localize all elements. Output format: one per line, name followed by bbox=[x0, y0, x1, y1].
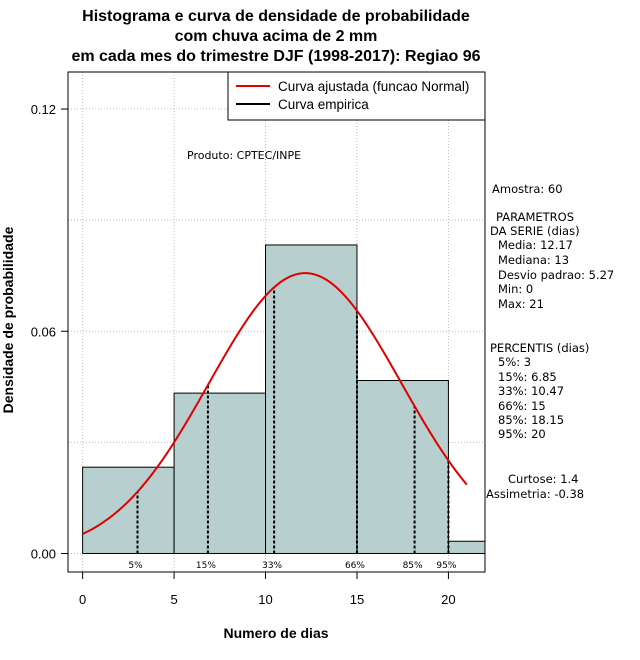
normal-fit-curve bbox=[82, 272, 468, 535]
stat-median: Mediana: 13 bbox=[498, 253, 569, 267]
percentile-label-5: 95% bbox=[436, 561, 456, 571]
histogram-bar-1 bbox=[173, 392, 267, 554]
legend: Curva ajustada (funcao Normal) Curva emp… bbox=[227, 71, 486, 121]
stat-mean: Media: 12.17 bbox=[498, 238, 573, 252]
y-tick-label-1: 0.06 bbox=[31, 324, 56, 339]
product-note: Produto: CPTEC/INPE bbox=[187, 149, 301, 162]
stat-params-heading: PARAMETROS bbox=[496, 210, 574, 224]
stat-p95: 95%: 20 bbox=[498, 427, 546, 441]
stat-p85: 85%: 18.15 bbox=[498, 413, 564, 427]
stat-params-heading-2: DA SERIE (dias) bbox=[490, 224, 580, 238]
x-tick-label-4: 20 bbox=[441, 592, 455, 607]
stat-skewness: Assimetria: -0.38 bbox=[486, 487, 584, 501]
percentile-label-2: 33% bbox=[262, 561, 282, 571]
stat-kurtosis: Curtose: 1.4 bbox=[508, 472, 578, 486]
percentile-label-0: 5% bbox=[128, 561, 143, 571]
chart-title-line-3: em cada mes do trimestre DJF (1998-2017)… bbox=[71, 48, 480, 65]
y-tick-label-0: 0.00 bbox=[31, 546, 56, 561]
y-axis: 0.00 0.06 0.12 bbox=[31, 102, 68, 561]
legend-box bbox=[227, 71, 486, 121]
percentile-lines bbox=[136, 287, 450, 554]
stat-sample-size: Amostra: 60 bbox=[492, 182, 563, 196]
x-axis: 0 5 10 15 20 bbox=[79, 572, 456, 607]
percentile-labels: 5% 15% 33% 66% 85% 95% bbox=[128, 561, 457, 571]
statistics-panel: Amostra: 60 PARAMETROS DA SERIE (dias) M… bbox=[486, 182, 614, 501]
percentile-label-4: 85% bbox=[403, 561, 423, 571]
histogram-bars bbox=[82, 244, 486, 554]
x-tick-label-2: 10 bbox=[258, 592, 272, 607]
percentile-label-1: 15% bbox=[196, 561, 216, 571]
histogram-bar-3 bbox=[356, 380, 449, 554]
x-tick-label-0: 0 bbox=[79, 592, 86, 607]
normal-curve-group bbox=[82, 272, 468, 535]
stat-p5: 5%: 3 bbox=[498, 355, 531, 369]
stat-p33: 33%: 10.47 bbox=[498, 384, 564, 398]
legend-label-fitted-curve: Curva ajustada (funcao Normal) bbox=[278, 79, 469, 94]
x-tick-label-3: 15 bbox=[350, 592, 364, 607]
histogram-bar-4 bbox=[447, 540, 486, 554]
stat-percentiles-heading: PERCENTIS (dias) bbox=[490, 341, 589, 355]
stat-std-dev: Desvio padrao: 5.27 bbox=[498, 268, 614, 282]
chart-title-line-2: com chuva acima de 2 mm bbox=[175, 28, 378, 45]
histogram-bar-2 bbox=[265, 244, 358, 554]
x-axis-label: Numero de dias bbox=[223, 625, 328, 641]
y-axis-label: Densidade de probabilidade bbox=[0, 226, 16, 413]
chart-title-line-1: Histograma e curva de densidade de proba… bbox=[82, 8, 470, 25]
x-tick-label-1: 5 bbox=[170, 592, 177, 607]
histogram-bar-0 bbox=[82, 466, 175, 554]
stat-p15: 15%: 6.85 bbox=[498, 370, 557, 384]
percentile-label-3: 66% bbox=[345, 561, 365, 571]
stat-max: Max: 21 bbox=[498, 297, 544, 311]
legend-label-empirical-curve: Curva empirica bbox=[278, 97, 369, 112]
stat-p66: 66%: 15 bbox=[498, 399, 546, 413]
stat-min: Min: 0 bbox=[498, 282, 533, 296]
y-tick-label-2: 0.12 bbox=[31, 102, 56, 117]
